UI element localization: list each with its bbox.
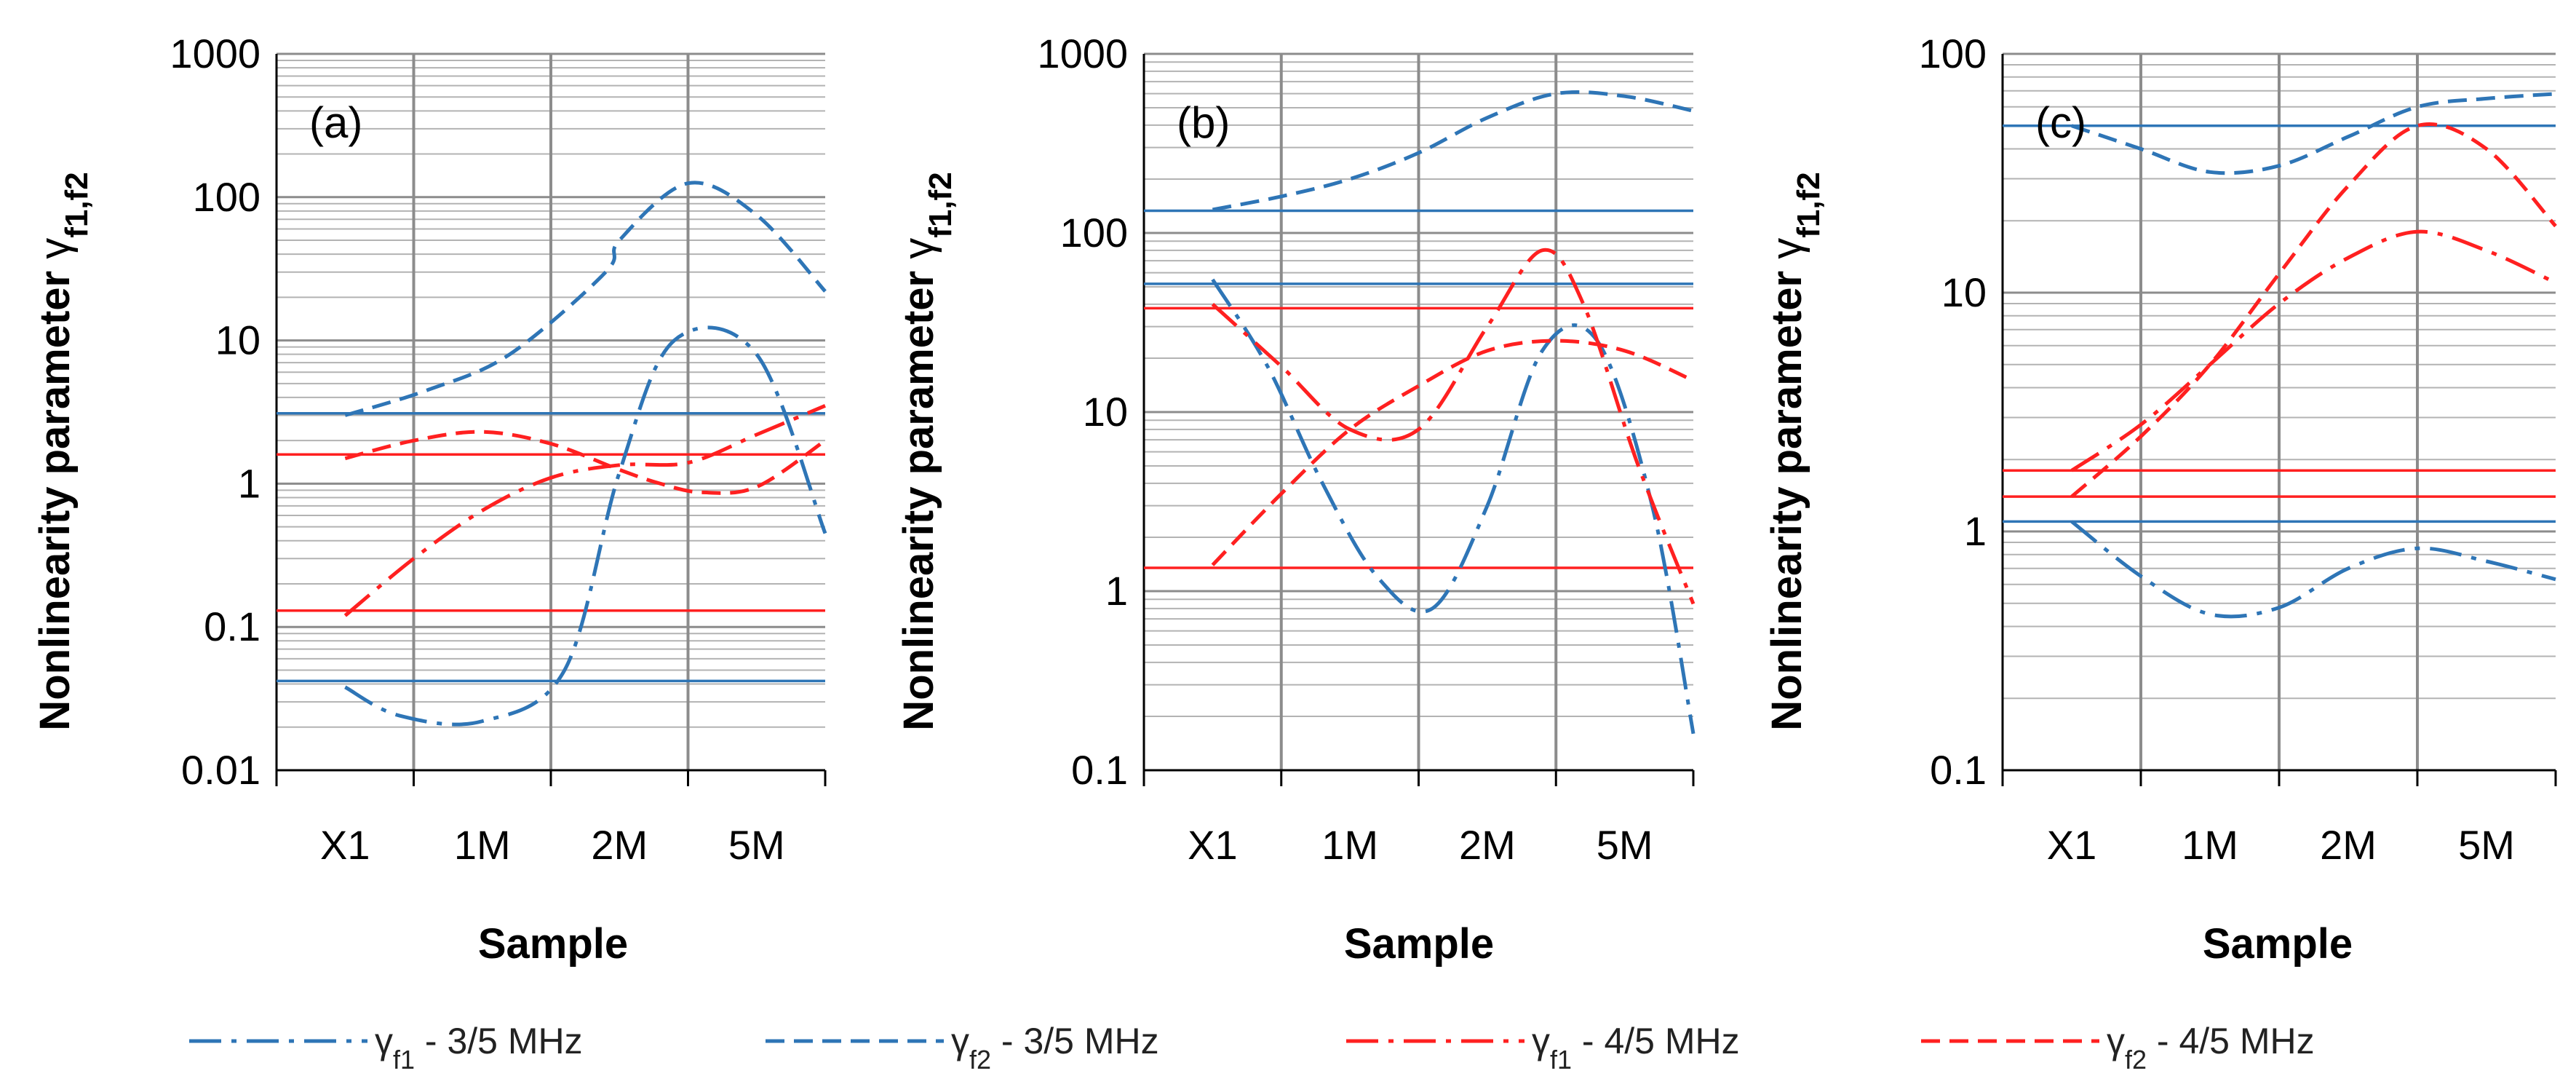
legend-text: - 4/5 MHz	[2147, 1021, 2315, 1061]
x-tick-label: 1M	[1321, 822, 1378, 868]
y-tick-label: 1000	[1037, 31, 1128, 76]
x-tick-label: 5M	[728, 822, 785, 868]
series-line	[344, 181, 827, 417]
y-tick-label: 1	[238, 460, 261, 506]
panel-1: 0.01 0.1 1 10 100 1000 X1 1M 2M 5M (a) Nonlinearity…	[31, 31, 827, 968]
legend-subscript: f2	[2125, 1045, 2147, 1075]
series-line	[2071, 92, 2556, 175]
legend-gamma: γ	[1532, 1021, 1550, 1061]
legend-label: γf2 - 3/5 MHz	[951, 1021, 1159, 1075]
y-tick-label: 100	[1060, 210, 1128, 256]
gamma-subscript: f1,f2	[1791, 172, 1826, 237]
x-tick-label: 5M	[1597, 822, 1653, 868]
y-tick-label: 0.1	[1930, 747, 1987, 793]
x-tick-label: X1	[2047, 822, 2097, 868]
y-axis-title: Nonlinearity parameter γf1,f2	[1763, 172, 1826, 730]
series-line	[2070, 122, 2557, 498]
series-line	[344, 430, 827, 495]
x-axis-title: Sample	[2203, 920, 2353, 968]
panel-3: 0.1 1 10 100 X1 1M 2M 5M (c) Nonlinearity paramet…	[1763, 31, 2557, 968]
legend-label: γf1 - 3/5 MHz	[375, 1021, 583, 1075]
y-tick-label: 0.1	[1071, 747, 1128, 793]
legend-label: γf1 - 4/5 MHz	[1532, 1021, 1740, 1075]
y-tick-label: 10	[215, 317, 261, 363]
gamma-symbol: γ	[31, 238, 79, 259]
x-tick-label: 1M	[454, 822, 511, 868]
y-tick-label: 0.01	[181, 747, 261, 793]
y-axis-title-text: Nonlinearity parameter	[895, 259, 942, 731]
legend-gamma: γ	[2107, 1021, 2125, 1061]
y-axis-title: Nonlinearity parameter γf1,f2	[31, 172, 95, 730]
y-tick-label: 1	[1964, 508, 1987, 554]
legend-item: γf2 - 4/5 MHz	[1921, 1021, 2315, 1075]
x-axis-title: Sample	[478, 920, 628, 968]
y-axis-title: Nonlinearity parameter γf1,f2	[895, 172, 958, 730]
y-axis-title-text: Nonlinearity parameter	[31, 259, 79, 731]
y-tick-label: 100	[193, 174, 261, 220]
gamma-subscript: f1,f2	[59, 172, 95, 237]
legend-item: γf1 - 4/5 MHz	[1346, 1021, 1740, 1075]
legend-label: γf2 - 4/5 MHz	[2107, 1021, 2315, 1075]
y-tick-label: 100	[1919, 31, 1987, 76]
legend: γf1 - 3/5 MHz γf2 - 3/5 MHz γf1 - 4/5 MHz γ…	[189, 1021, 2315, 1075]
x-tick-label: 1M	[2182, 822, 2238, 868]
legend-item: γf2 - 3/5 MHz	[766, 1021, 1159, 1075]
series-line	[1211, 278, 1696, 735]
legend-gamma: γ	[951, 1021, 969, 1061]
legend-text: - 3/5 MHz	[991, 1021, 1159, 1061]
x-tick-label: 2M	[591, 822, 648, 868]
legend-gamma: γ	[375, 1021, 393, 1061]
y-axis-title-text: Nonlinearity parameter	[1763, 259, 1810, 731]
y-tick-label: 1000	[170, 31, 261, 76]
gamma-symbol: γ	[895, 238, 942, 259]
series-line	[344, 325, 827, 727]
series-line	[1212, 90, 1694, 212]
series-line	[1211, 339, 1694, 566]
legend-subscript: f1	[1550, 1045, 1572, 1075]
y-tick-label: 10	[1941, 269, 1987, 315]
series-line	[343, 403, 826, 617]
panel-label: (a)	[309, 98, 362, 147]
series-line	[2070, 520, 2556, 619]
gamma-subscript: f1,f2	[923, 172, 958, 237]
legend-text: - 3/5 MHz	[415, 1021, 583, 1061]
y-tick-label: 1	[1105, 568, 1128, 614]
panel-2: 0.1 1 10 100 1000 X1 1M 2M 5M (b) Nonlinearity par…	[895, 31, 1696, 968]
x-tick-label: 2M	[2320, 822, 2377, 868]
series-line	[2070, 229, 2557, 472]
x-axis-title: Sample	[1344, 920, 1494, 968]
panel-label: (b)	[1177, 98, 1230, 147]
legend-subscript: f2	[969, 1045, 991, 1075]
panel-label: (c)	[2035, 98, 2086, 147]
x-tick-label: 2M	[1459, 822, 1516, 868]
series-line	[1211, 248, 1696, 605]
x-tick-label: 5M	[2458, 822, 2515, 868]
legend-text: - 4/5 MHz	[1572, 1021, 1740, 1061]
y-tick-label: 0.1	[204, 604, 261, 649]
x-tick-label: X1	[320, 822, 370, 868]
gamma-symbol: γ	[1763, 238, 1810, 259]
y-tick-label: 10	[1083, 389, 1128, 435]
x-tick-label: X1	[1188, 822, 1238, 868]
legend-subscript: f1	[393, 1045, 415, 1075]
legend-item: γf1 - 3/5 MHz	[189, 1021, 583, 1075]
